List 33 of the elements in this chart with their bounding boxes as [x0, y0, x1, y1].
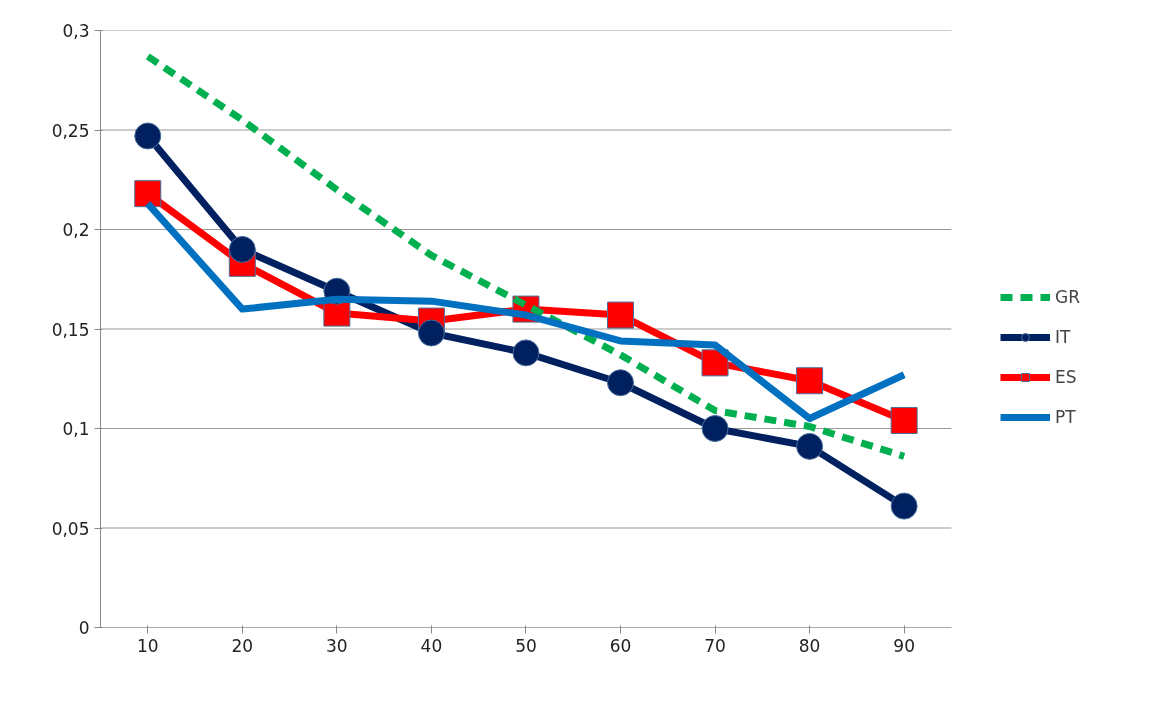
legend-label: ES [1055, 367, 1077, 387]
legend-label: GR [1055, 287, 1080, 307]
y-tick-label: 0,05 [51, 518, 90, 539]
point [607, 301, 634, 329]
point [796, 367, 824, 395]
x-tick-label: 50 [515, 635, 537, 656]
y-tick-label: 0,15 [51, 319, 90, 340]
x-tick-label: 20 [231, 635, 254, 656]
point [512, 339, 540, 367]
y-tick-label: 0 [78, 618, 90, 638]
point [134, 122, 162, 150]
point [228, 235, 256, 263]
point [890, 407, 918, 435]
point [417, 319, 445, 347]
legend-label: PT [1055, 407, 1076, 427]
x-tick-label: 90 [893, 635, 915, 656]
y-tick-label: 0,25 [51, 120, 90, 141]
point [796, 432, 824, 460]
point [890, 492, 918, 520]
y-tick-label: 0,3 [62, 21, 90, 41]
x-tick-label: 70 [704, 635, 726, 656]
y-tick-label: 0,2 [62, 220, 90, 240]
x-tick-label: 30 [326, 635, 348, 656]
point [701, 415, 729, 442]
point [701, 349, 729, 377]
legend-label: IT [1055, 327, 1072, 347]
x-tick-label: 80 [798, 635, 821, 656]
x-tick-label: 60 [609, 635, 632, 656]
point [607, 369, 634, 397]
point [134, 180, 162, 208]
x-tick-label: 40 [420, 635, 443, 656]
x-tick-label: 10 [136, 635, 159, 656]
y-tick-label: 0,1 [62, 419, 90, 439]
